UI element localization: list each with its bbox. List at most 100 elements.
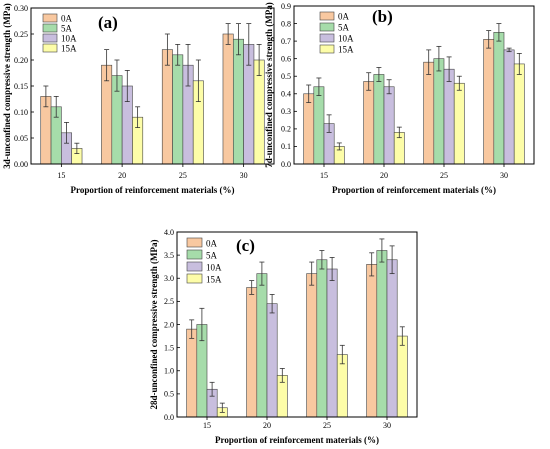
error-bar-0A-30 xyxy=(225,23,231,45)
bar-10A-30 xyxy=(503,49,515,165)
panel-label: (b) xyxy=(372,7,393,26)
error-bar-5A-15 xyxy=(53,96,59,118)
legend-label-0A: 0A xyxy=(61,14,73,24)
legend-swatch-0A xyxy=(186,237,203,248)
error-bar-0A-25 xyxy=(309,261,315,286)
bar-10A-30 xyxy=(386,259,398,418)
x-tick-label: 30 xyxy=(383,421,391,430)
legend-swatch-0A xyxy=(42,13,58,23)
x-tick-label: 20 xyxy=(380,171,388,180)
y-axis-label: 7d-unconfined compressive strength (MPa) xyxy=(264,2,274,167)
error-bar-0A-25 xyxy=(164,33,170,66)
x-axis-label: Proportion of reinforcement materials (%… xyxy=(332,185,496,195)
legend-label-10A: 10A xyxy=(338,34,354,44)
legend-label-15A: 15A xyxy=(206,275,222,285)
error-bar-10A-20 xyxy=(124,70,130,102)
error-bar-5A-15 xyxy=(199,307,205,342)
error-bar-5A-25 xyxy=(319,250,325,270)
panel-b-chart: 0.0 0.1 0.2 0.3 0.4 0.5 0.6 0.7 0.8 0.9 15 20 25 30 Pr… xyxy=(264,2,535,195)
bar-10A-25 xyxy=(326,268,338,418)
error-bar-0A-20 xyxy=(366,72,372,91)
legend: 0A 5A 10A 15A xyxy=(186,237,222,285)
error-bar-15A-30 xyxy=(399,326,405,346)
error-bar-10A-30 xyxy=(506,47,512,53)
panel-c-chart: 0.0 0.5 1.0 1.5 2.0 2.5 3.0 3.5 4.0 15 20 25 30 Propo… xyxy=(149,228,418,445)
legend-swatch-10A xyxy=(186,261,203,272)
error-bar-15A-20 xyxy=(135,106,141,128)
x-tick-label: 15 xyxy=(57,171,65,180)
legend-swatch-10A xyxy=(319,33,335,43)
legend-swatch-5A xyxy=(319,22,335,32)
error-bar-10A-15 xyxy=(326,114,332,133)
bar-10A-20 xyxy=(266,303,278,418)
legend-label-0A: 0A xyxy=(206,239,218,249)
y-tick-label: 4.0 xyxy=(164,228,174,237)
panel-label: (a) xyxy=(98,13,118,32)
panel-a-chart: 0.00 0.05 0.10 0.15 0.20 0.25 0.30 15 20 25 30 Prop… xyxy=(2,3,275,195)
y-axis-label: 28d-unconfined compressive strength (MPa… xyxy=(149,240,159,410)
y-tick-label: 0.0 xyxy=(164,413,174,422)
bar-10A-25 xyxy=(443,68,455,165)
bar-5A-30 xyxy=(376,250,388,418)
y-tick-label: 0.8 xyxy=(281,19,291,28)
y-tick-label: 0.1 xyxy=(281,142,291,151)
x-axis-label: Proportion of reinforcement materials (%… xyxy=(71,185,235,195)
error-bar-15A-25 xyxy=(339,344,345,365)
legend-label-5A: 5A xyxy=(206,251,218,261)
bar-10A-20 xyxy=(383,86,395,165)
error-bar-10A-25 xyxy=(329,257,335,281)
legend-label-10A: 10A xyxy=(206,263,222,273)
legend-label-10A: 10A xyxy=(61,34,77,44)
x-tick-label: 30 xyxy=(240,171,248,180)
error-bar-5A-30 xyxy=(496,23,502,42)
error-bar-0A-30 xyxy=(369,252,375,277)
x-tick-label: 30 xyxy=(500,171,508,180)
legend-label-15A: 15A xyxy=(338,45,354,55)
error-bar-15A-15 xyxy=(74,142,80,155)
bar-5A-25 xyxy=(172,54,184,165)
bar-5A-20 xyxy=(256,273,268,418)
error-bar-0A-30 xyxy=(486,30,492,49)
y-tick-label: 0.4 xyxy=(281,90,291,99)
error-bar-5A-25 xyxy=(175,44,181,66)
y-tick-label: 0.00 xyxy=(14,160,28,169)
x-tick-label: 25 xyxy=(440,171,448,180)
error-bar-10A-30 xyxy=(246,23,252,66)
y-tick-label: 0.15 xyxy=(14,82,28,91)
bar-5A-20 xyxy=(373,74,385,165)
error-bar-0A-25 xyxy=(426,49,432,75)
legend-label-15A: 15A xyxy=(61,44,77,54)
x-axis-label: Proportion of reinforcement materials (%… xyxy=(215,435,379,445)
error-bar-15A-15 xyxy=(219,402,225,413)
y-tick-label: 0.6 xyxy=(281,54,291,63)
error-bar-0A-20 xyxy=(104,49,110,82)
bar-0A-20 xyxy=(363,81,375,165)
legend-swatch-0A xyxy=(319,11,335,21)
y-tick-label: 0.5 xyxy=(281,72,291,81)
bar-0A-25 xyxy=(306,273,318,418)
y-tick-label: 2.0 xyxy=(164,320,174,329)
legend-swatch-5A xyxy=(186,249,203,260)
y-tick-label: 3.0 xyxy=(164,274,174,283)
bar-0A-30 xyxy=(222,33,234,165)
bar-5A-30 xyxy=(232,38,244,165)
error-bar-10A-20 xyxy=(386,79,392,95)
y-tick-label: 1.5 xyxy=(164,343,174,352)
error-bar-15A-25 xyxy=(456,75,462,91)
error-bar-10A-15 xyxy=(64,122,70,144)
error-bar-0A-20 xyxy=(249,280,255,295)
panel-label: (c) xyxy=(236,236,255,255)
bar-5A-30 xyxy=(493,32,505,165)
error-bar-5A-20 xyxy=(259,261,265,286)
bar-15A-25 xyxy=(453,82,465,165)
error-bar-15A-30 xyxy=(516,53,522,75)
error-bar-5A-20 xyxy=(114,59,120,92)
error-bar-15A-30 xyxy=(256,44,262,76)
error-bar-10A-30 xyxy=(389,245,395,275)
y-tick-label: 0.2 xyxy=(281,125,291,134)
error-bar-5A-15 xyxy=(316,77,322,96)
legend-label-5A: 5A xyxy=(338,23,350,33)
y-tick-label: 1.0 xyxy=(164,367,174,376)
error-bar-5A-25 xyxy=(436,45,442,72)
